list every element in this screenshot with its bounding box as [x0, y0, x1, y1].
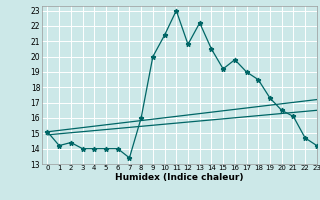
X-axis label: Humidex (Indice chaleur): Humidex (Indice chaleur): [115, 173, 244, 182]
